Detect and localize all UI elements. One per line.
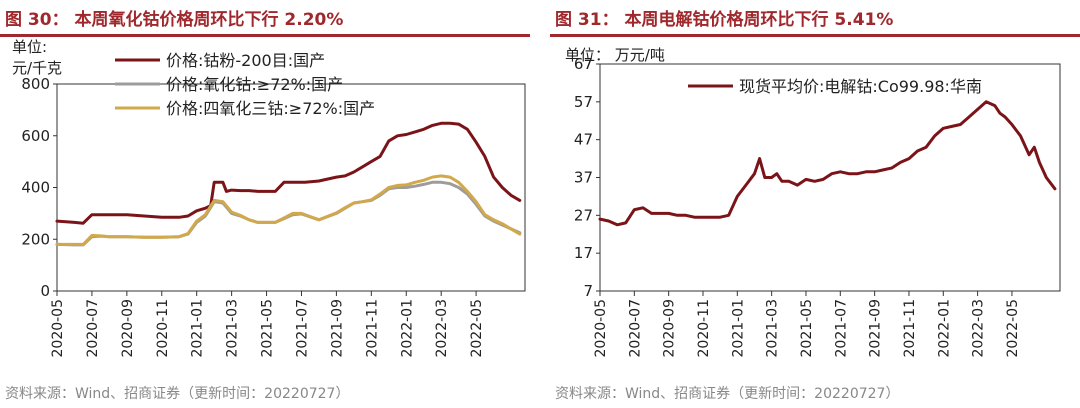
series-line xyxy=(598,100,1057,227)
x-tick-label: 2022-05 xyxy=(1005,299,1021,358)
y-tick-label: 800 xyxy=(21,75,50,93)
x-tick-label: 2020-09 xyxy=(120,299,136,358)
y-tick-label: 47 xyxy=(574,131,593,149)
legend-label: 价格:氧化钴:≥72%:国产 xyxy=(166,75,343,94)
x-tick-label: 2021-01 xyxy=(190,299,206,358)
legend-label: 价格:四氧化三钴:≥72%:国产 xyxy=(166,99,375,118)
electrolytic-cobalt-price-chart: 7 17 27 37 47 57 67 2020-05 2020-07 2020-09 2020-1… xyxy=(565,46,1061,358)
chart-panel-electrolytic: 图 31： 本周电解钴价格周环比下行 5.41% 7 17 27 37 47 57 67 20… xyxy=(550,0,1080,408)
source-note: 资料来源：Wind、招商证券（更新时间：20220727） xyxy=(555,386,900,402)
x-tick-label: 2020-07 xyxy=(627,299,643,358)
x-tick-label: 2021-07 xyxy=(294,299,310,358)
x-tick-label: 2021-03 xyxy=(765,299,781,358)
chart-title: 图 30： 本周氧化钴价格周环比下行 2.20% xyxy=(5,10,344,30)
x-tick-label: 2022-01 xyxy=(936,299,952,358)
y-tick-label: 57 xyxy=(574,93,593,111)
x-tick-label: 2020-07 xyxy=(85,299,101,358)
x-tick-label: 2021-05 xyxy=(260,299,276,358)
x-tick-label: 2020-11 xyxy=(155,299,171,358)
x-tick-label: 2021-11 xyxy=(364,299,380,358)
x-tick-label: 2021-07 xyxy=(833,299,849,358)
x-tick-label: 2021-03 xyxy=(225,299,241,358)
y-tick-label: 67 xyxy=(574,55,593,73)
x-tick-label: 2022-03 xyxy=(971,299,987,358)
title-rule xyxy=(0,34,530,37)
legend-label: 现货平均价:电解钴:Co99.98:华南 xyxy=(739,77,982,96)
x-tick-label: 2021-05 xyxy=(799,299,815,358)
x-tick-label: 2022-01 xyxy=(399,299,415,358)
y-tick-label: 27 xyxy=(574,206,593,224)
legend-label: 价格:钴粉-200目:国产 xyxy=(166,51,325,70)
y-axis-label: 单位: xyxy=(12,38,47,56)
x-tick-label: 2020-05 xyxy=(50,299,66,358)
y-tick-label: 7 xyxy=(583,282,593,300)
y-axis-label: 单位： 万元/吨 xyxy=(565,46,665,64)
x-tick-label: 2020-05 xyxy=(593,299,609,358)
x-tick-label: 2020-09 xyxy=(662,299,678,358)
series-line xyxy=(55,121,522,225)
y-tick-label: 17 xyxy=(574,244,593,262)
y-axis-label: 元/千克 xyxy=(12,59,62,77)
x-tick-label: 2022-03 xyxy=(434,299,450,358)
title-rule xyxy=(550,34,1080,37)
x-tick-label: 2022-05 xyxy=(469,299,485,358)
y-tick-label: 0 xyxy=(40,282,50,300)
chart-panel-oxide: 图 30： 本周氧化钴价格周环比下行 2.20% 0 200 400 600 800 20… xyxy=(0,0,530,408)
cobalt-oxide-price-chart: 0 200 400 600 800 2020-05 2020-07 2020-09 2020-1… xyxy=(12,38,526,358)
y-tick-label: 600 xyxy=(21,127,50,145)
y-tick-label: 200 xyxy=(21,230,50,248)
chart-title: 图 31： 本周电解钴价格周环比下行 5.41% xyxy=(555,10,894,30)
y-tick-label: 400 xyxy=(21,179,50,197)
x-tick-label: 2020-11 xyxy=(696,299,712,358)
x-tick-label: 2021-09 xyxy=(329,299,345,358)
x-tick-label: 2021-09 xyxy=(868,299,884,358)
y-tick-label: 37 xyxy=(574,169,593,187)
plot-frame xyxy=(599,63,1061,292)
x-tick-label: 2021-11 xyxy=(902,299,918,358)
x-tick-label: 2021-01 xyxy=(730,299,746,358)
series-line xyxy=(55,174,522,246)
source-note: 资料来源：Wind、招商证券（更新时间：20220727） xyxy=(5,386,350,402)
